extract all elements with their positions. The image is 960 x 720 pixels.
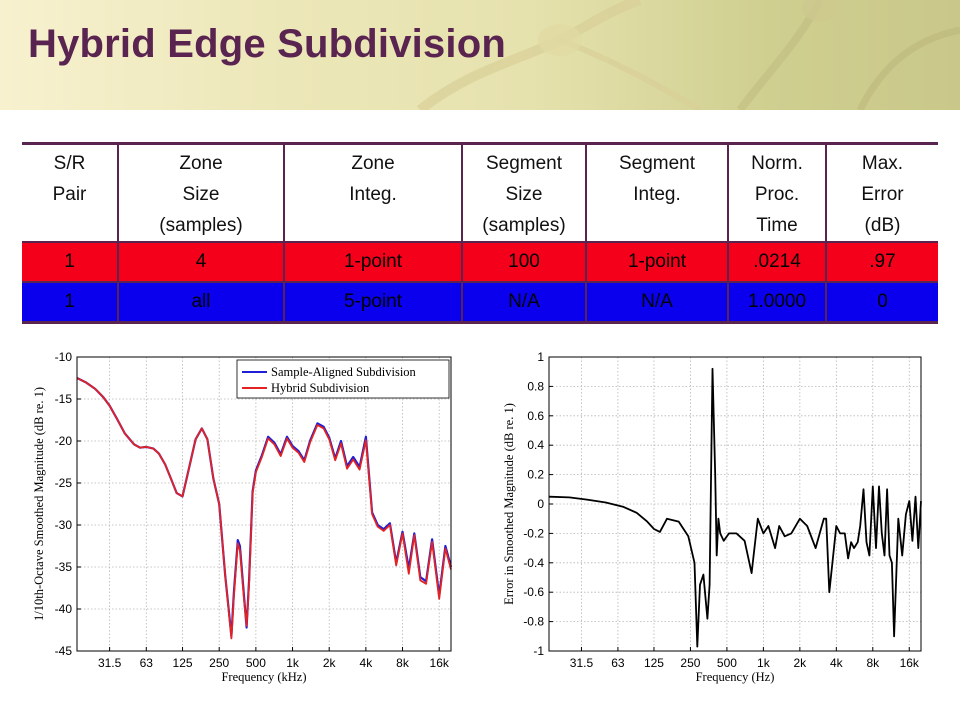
- x-tick-label: 8k: [866, 656, 880, 670]
- series-line-2: [76, 377, 452, 640]
- y-axis-label: 1/10th-Octave Smoothed Magnitude (dB re.…: [32, 387, 46, 621]
- x-axis-label: Frequency (Hz): [696, 670, 775, 684]
- neuron-background-graphic: [416, 0, 960, 110]
- y-tick-label: -25: [55, 476, 73, 490]
- x-tick-label: 16k: [900, 656, 920, 670]
- header-segment-integ: Segment Integ.: [585, 143, 728, 242]
- x-tick-label: 31.5: [98, 656, 122, 670]
- x-tick-label: 250: [209, 656, 229, 670]
- y-tick-label: -40: [55, 602, 73, 616]
- x-tick-label: 500: [246, 656, 266, 670]
- table-cell: 1-point: [585, 242, 728, 282]
- table-cell: 5-point: [283, 282, 462, 323]
- x-tick-label: 2k: [323, 656, 337, 670]
- x-tick-label: 125: [173, 656, 193, 670]
- y-tick-label: 0.4: [527, 438, 544, 452]
- table-cell: 1.0000: [727, 282, 826, 323]
- legend-label: Hybrid Subdivision: [271, 381, 370, 395]
- results-table: S/R Pair Zone Size (samples) Zone Integ. Seg…: [22, 142, 938, 324]
- y-axis-label: Error in Smoothed Magnitude (dB re. 1): [502, 403, 516, 605]
- table-cell: .97: [825, 242, 938, 282]
- y-tick-label: -20: [55, 434, 73, 448]
- magnitude-chart: 31.5 63 125 250 500 1k 2k 4k 8k 16k -10 -15 -20 -25 -3…: [32, 350, 453, 684]
- table-cell: N/A: [461, 282, 586, 323]
- y-tick-label: -10: [55, 350, 73, 364]
- table-cell: 1: [22, 282, 118, 323]
- x-tick-label: 2k: [794, 656, 808, 670]
- header-sr-pair: S/R Pair: [52, 153, 87, 205]
- table-cell: .0214: [727, 242, 826, 282]
- y-tick-label: -0.6: [523, 585, 544, 599]
- x-tick-label: 63: [611, 656, 625, 670]
- table-cell: 1: [22, 242, 118, 282]
- x-tick-label: 31.5: [570, 656, 594, 670]
- x-tick-label: 16k: [430, 656, 450, 670]
- table-cell: all: [117, 282, 284, 323]
- y-tick-label: -45: [55, 644, 73, 658]
- y-tick-label: -15: [55, 392, 73, 406]
- x-tick-label: 1k: [757, 656, 771, 670]
- table-cell: N/A: [585, 282, 728, 323]
- y-tick-label: 0.2: [527, 468, 544, 482]
- table-header-row: S/R Pair Zone Size (samples) Zone Integ. Seg…: [22, 143, 938, 242]
- table-cell: 0: [825, 282, 938, 323]
- table-row-sample-aligned: 1 all 5-point N/A N/A 1.0000 0: [22, 282, 938, 323]
- x-tick-label: 4k: [830, 656, 844, 670]
- table-row-hybrid: 1 4 1-point 100 1-point .0214 .97: [22, 242, 938, 282]
- x-tick-label: 1k: [286, 656, 300, 670]
- x-axis-label: Frequency (kHz): [221, 670, 306, 684]
- legend-label: Sample-Aligned Subdivision: [271, 365, 417, 379]
- plot-frame: [76, 356, 452, 652]
- y-tick-label: 0.6: [527, 409, 544, 423]
- y-tick-label: -35: [55, 560, 73, 574]
- table-cell: 4: [117, 242, 284, 282]
- y-tick-label: -1: [533, 644, 544, 658]
- y-tick-label: -0.8: [523, 615, 544, 629]
- header-zone-integ: Zone Integ.: [283, 143, 462, 242]
- x-tick-label: 63: [140, 656, 154, 670]
- x-tick-label: 250: [680, 656, 700, 670]
- header-max-error: Max. Error (dB): [825, 143, 938, 242]
- legend-box: [236, 359, 450, 399]
- error-chart: 31.5 63 125 250 500 1k 2k 4k 8k 16k 1 0.8 0.6 0.4 0.2 0…: [502, 350, 922, 684]
- plot-area: [77, 357, 451, 651]
- x-tick-label: 8k: [396, 656, 410, 670]
- table-cell: 1-point: [283, 242, 462, 282]
- y-tick-label: -0.4: [523, 556, 544, 570]
- x-tick-label: 500: [717, 656, 737, 670]
- table-cell: 100: [461, 242, 586, 282]
- series-line-1: [548, 367, 922, 648]
- title-banner: Hybrid Edge Subdivision: [0, 0, 960, 110]
- header-zone-size: Zone Size (samples): [117, 143, 284, 242]
- y-tick-label: 1: [537, 350, 544, 364]
- y-tick-label: -30: [55, 518, 73, 532]
- slide-title: Hybrid Edge Subdivision: [28, 22, 506, 66]
- x-tick-label: 4k: [360, 656, 374, 670]
- x-tick-label: 125: [644, 656, 664, 670]
- header-segment-size: Segment Size (samples): [461, 143, 586, 242]
- y-tick-label: 0: [537, 497, 544, 511]
- y-tick-label: 0.8: [527, 379, 544, 393]
- y-tick-label: -0.2: [523, 526, 544, 540]
- header-norm-proc-time: Norm. Proc. Time: [727, 143, 826, 242]
